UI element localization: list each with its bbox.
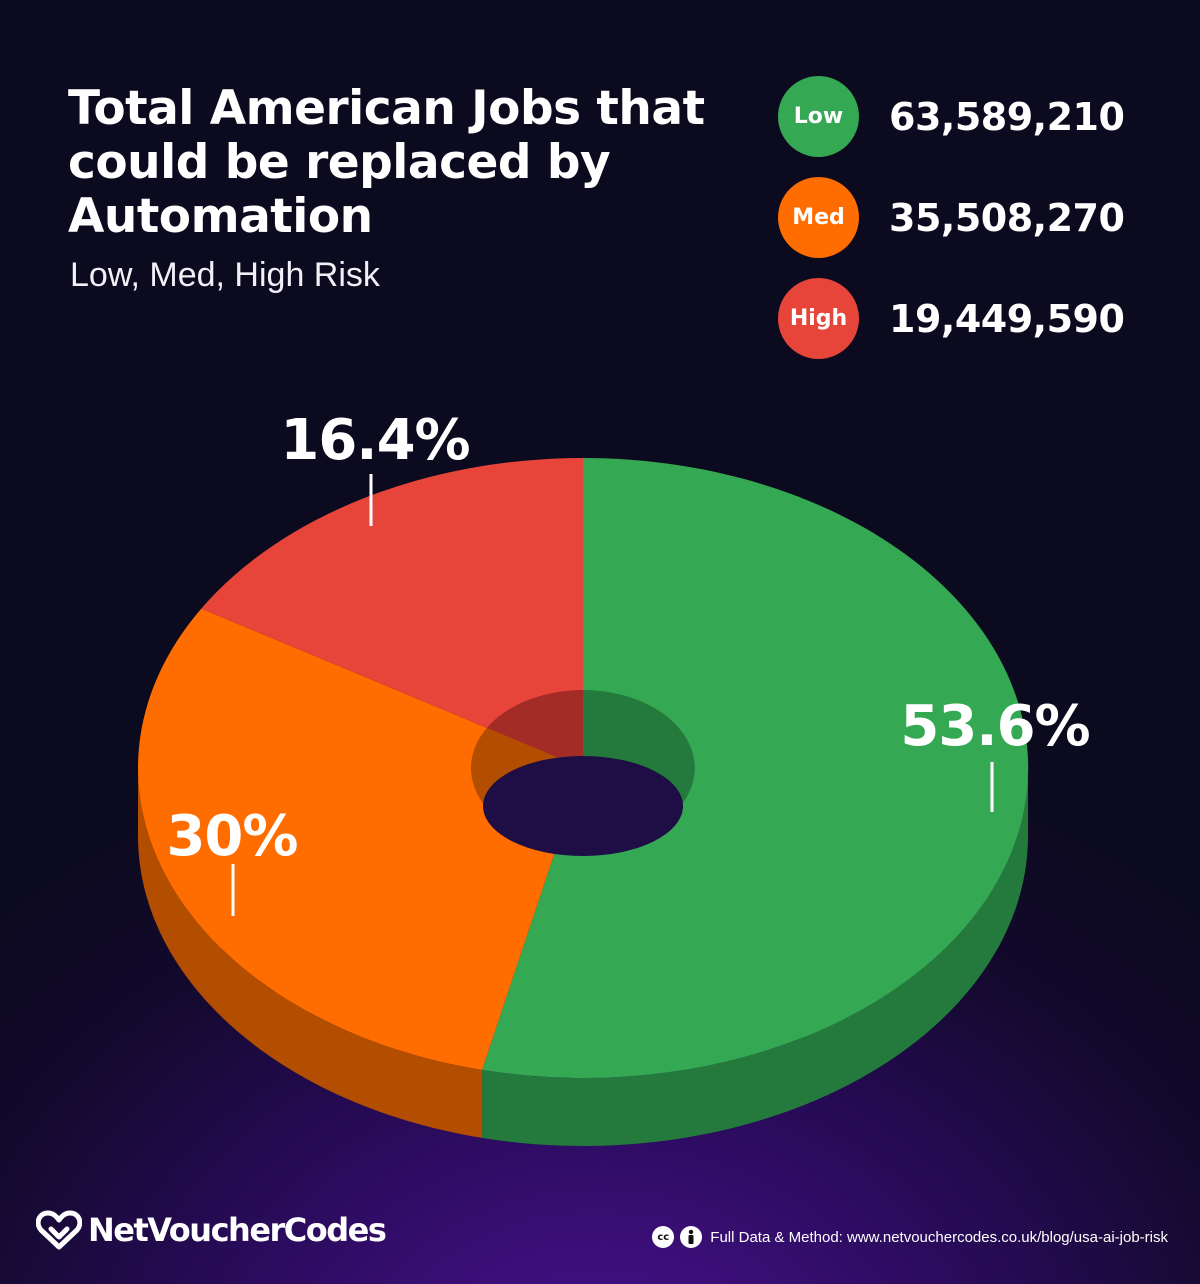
hole-opening <box>483 756 683 856</box>
heart-logo-icon <box>36 1210 82 1250</box>
legend-dot-med: Med <box>778 177 859 258</box>
legend-dot-low: Low <box>778 76 859 157</box>
percent-labels: 53.6% 30% 16.4% <box>166 408 1091 916</box>
percent-label-low: 53.6% <box>900 694 1089 759</box>
legend-value-high: 19,449,590 <box>889 296 1125 341</box>
slice-low <box>482 457 1029 1078</box>
slice-high <box>201 457 584 768</box>
cc-icon: cc <box>652 1226 675 1248</box>
legend: Low 63,589,210 Med 35,508,270 High 19,44… <box>778 76 1178 379</box>
legend-dot-high: High <box>778 278 859 359</box>
chart-subtitle: Low, Med, High Risk <box>70 256 380 294</box>
footer-source: cc Full Data & Method: www.netvouchercod… <box>652 1226 1168 1248</box>
legend-value-low: 63,589,210 <box>889 94 1125 139</box>
donut-top <box>137 457 1029 1078</box>
brand-logo: NetVoucherCodes <box>36 1210 387 1250</box>
legend-item-high: High 19,449,590 <box>778 278 1178 359</box>
chart-title: Total American Jobs that could be replac… <box>68 81 705 244</box>
donut-hole <box>470 690 695 856</box>
slice-med <box>137 608 583 1070</box>
donut-sides <box>138 768 1029 1146</box>
footer-source-text: Full Data & Method: www.netvouchercodes.… <box>710 1228 1168 1246</box>
legend-value-med: 35,508,270 <box>889 195 1125 240</box>
percent-label-high: 16.4% <box>280 408 469 473</box>
percent-label-med: 30% <box>166 804 297 869</box>
hole-wall-high <box>486 690 583 768</box>
slice-side-low <box>482 768 1029 1146</box>
brand-logo-text: NetVoucherCodes <box>88 1211 387 1249</box>
slice-side-med <box>138 768 483 1138</box>
legend-item-med: Med 35,508,270 <box>778 177 1178 258</box>
legend-item-low: Low 63,589,210 <box>778 76 1178 157</box>
attribution-icon <box>680 1226 703 1248</box>
